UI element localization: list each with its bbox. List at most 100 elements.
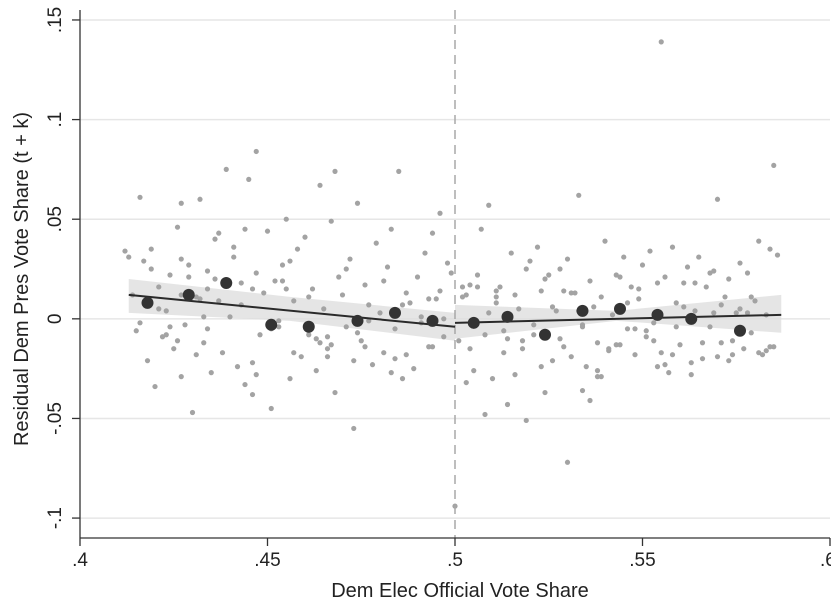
scatter-point <box>624 300 631 306</box>
scatter-point <box>403 290 409 296</box>
scatter-point <box>714 354 721 360</box>
y-tick-label: .15 <box>45 7 66 33</box>
scatter-point <box>669 352 676 358</box>
scatter-point <box>366 318 372 324</box>
scatter-point <box>216 298 222 304</box>
scatter-point <box>688 372 694 378</box>
bin-mean-point <box>685 312 698 325</box>
scatter-point <box>606 346 612 352</box>
scatter-point <box>549 358 556 364</box>
scatter-point <box>714 196 721 202</box>
scatter-point <box>703 284 709 290</box>
scatter-point <box>538 288 544 294</box>
scatter-point <box>448 270 454 276</box>
scatter-point <box>141 258 147 264</box>
scatter-point <box>302 234 308 240</box>
scatter-point <box>399 376 406 382</box>
scatter-point <box>459 284 466 290</box>
scatter-point <box>137 194 143 200</box>
scatter-point <box>201 314 207 320</box>
scatter-point <box>531 322 537 328</box>
scatter-point <box>272 278 278 284</box>
scatter-point <box>403 352 409 358</box>
scatter-point <box>471 368 477 374</box>
scatter-point <box>643 328 649 334</box>
scatter-point <box>156 284 162 290</box>
scatter-point <box>178 200 184 206</box>
scatter-point <box>171 346 177 352</box>
scatter-point <box>411 366 417 372</box>
scatter-point <box>482 332 488 338</box>
scatter-point <box>426 344 432 350</box>
scatter-point <box>407 300 413 306</box>
scatter-point <box>358 338 364 344</box>
scatter-point <box>212 276 218 282</box>
scatter-point <box>733 310 739 316</box>
scatter-point <box>381 350 387 356</box>
scatter-point <box>643 334 649 340</box>
scatter-point <box>414 274 421 280</box>
bin-mean-point <box>501 310 514 323</box>
scatter-point <box>744 310 751 316</box>
scatter-point <box>718 340 724 346</box>
x-tick-label: .45 <box>254 550 280 571</box>
scatter-point <box>204 286 211 292</box>
scatter-point <box>212 236 218 242</box>
scatter-point <box>283 286 289 292</box>
scatter-point <box>553 308 559 314</box>
scatter-point <box>722 294 728 300</box>
scatter-point <box>253 372 259 378</box>
scatter-point <box>756 238 762 244</box>
scatter-point <box>647 248 653 254</box>
scatter-point <box>583 364 589 370</box>
scatter-point <box>666 370 672 376</box>
scatter-point <box>658 39 664 45</box>
scatter-point <box>388 370 394 376</box>
scatter-point <box>467 346 473 352</box>
scatter-point <box>163 308 169 314</box>
confidence-band-1 <box>455 294 782 339</box>
scatter-point <box>508 250 514 256</box>
scatter-point <box>392 356 398 362</box>
scatter-point <box>636 296 642 302</box>
scatter-point <box>549 304 556 310</box>
scatter-point <box>587 397 593 404</box>
bin-mean-point <box>389 306 401 319</box>
scatter-point <box>692 280 698 286</box>
scatter-point <box>707 324 713 330</box>
scatter-point <box>756 350 762 356</box>
scatter-point <box>557 266 563 272</box>
scatter-point <box>587 278 593 284</box>
scatter-point <box>276 324 282 330</box>
scatter-point <box>306 332 312 338</box>
bin-mean-point <box>182 288 195 301</box>
scatter-point <box>572 290 578 296</box>
scatter-point <box>437 210 443 216</box>
x-axis-label: Dem Elec Official Vote Share <box>331 580 589 602</box>
scatter-point <box>568 354 574 360</box>
scatter-point <box>197 296 203 302</box>
bin-mean-point <box>576 304 589 317</box>
bin-mean-point <box>539 328 551 341</box>
scatter-point <box>628 284 634 290</box>
scatter-point <box>433 296 439 302</box>
scatter-point <box>152 383 158 390</box>
scatter-point <box>579 324 586 330</box>
scatter-point <box>216 230 222 236</box>
scatter-point <box>122 248 128 254</box>
scatter-point <box>444 260 451 266</box>
scatter-point <box>197 196 203 202</box>
scatter-point <box>651 320 657 326</box>
scatter-point <box>441 316 447 322</box>
scatter-point <box>763 348 769 354</box>
scatter-point <box>576 192 582 198</box>
scatter-point <box>287 376 293 382</box>
scatter-point <box>617 342 623 348</box>
scatter-point <box>167 324 173 330</box>
scatter-point <box>174 224 181 230</box>
scatter-point <box>609 312 616 318</box>
scatter-point <box>696 254 702 260</box>
scatter-point <box>771 162 777 169</box>
scatter-point <box>291 350 297 356</box>
scatter-point <box>767 246 773 252</box>
